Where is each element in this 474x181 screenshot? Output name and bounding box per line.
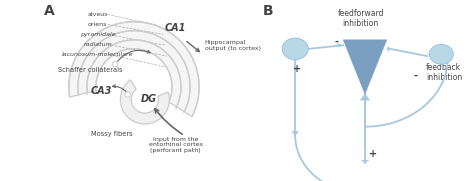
Circle shape: [112, 62, 118, 67]
Polygon shape: [360, 94, 370, 100]
Polygon shape: [343, 40, 387, 94]
Text: DG: DG: [140, 94, 156, 104]
Text: pyramidale: pyramidale: [80, 32, 116, 37]
Text: -: -: [413, 71, 417, 81]
Circle shape: [125, 92, 130, 97]
Polygon shape: [361, 160, 369, 163]
Text: lacunosum-moleculare: lacunosum-moleculare: [62, 52, 134, 57]
Polygon shape: [69, 22, 199, 116]
Polygon shape: [387, 46, 389, 52]
Circle shape: [429, 44, 453, 64]
Text: B: B: [263, 4, 273, 18]
Text: oriens: oriens: [88, 22, 108, 27]
Text: +: +: [293, 64, 301, 74]
Text: Input from the
entorhinal cortex
(perforant path): Input from the entorhinal cortex (perfor…: [148, 136, 203, 153]
Text: CA1: CA1: [165, 23, 186, 33]
Text: CA3: CA3: [91, 86, 112, 96]
Text: +: +: [369, 149, 377, 159]
Text: Hippocampal
output (to cortex): Hippocampal output (to cortex): [205, 40, 261, 51]
Text: -: -: [335, 37, 338, 47]
Text: radiatum: radiatum: [83, 42, 112, 47]
Polygon shape: [292, 131, 299, 136]
Polygon shape: [337, 43, 343, 47]
Text: feedforward
inhibition: feedforward inhibition: [337, 9, 384, 28]
Text: A: A: [44, 4, 54, 18]
Text: Schaffer collaterals: Schaffer collaterals: [58, 67, 122, 73]
Polygon shape: [120, 80, 169, 124]
Text: feedback
inhibition: feedback inhibition: [426, 63, 462, 82]
Text: Mossy fibers: Mossy fibers: [91, 131, 133, 137]
Text: alveus: alveus: [88, 12, 108, 17]
Circle shape: [282, 38, 308, 60]
